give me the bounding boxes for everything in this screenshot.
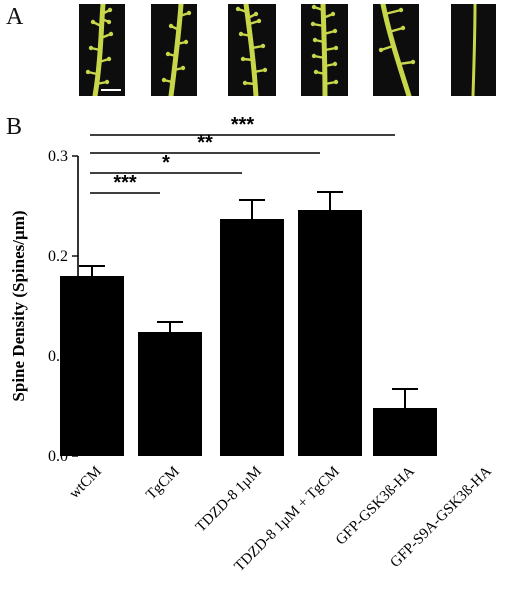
spine-head (186, 10, 192, 16)
spine-head (313, 69, 319, 75)
spine-head (240, 56, 246, 62)
micrograph-gfp-gsk3b-ha (373, 4, 419, 96)
significance-marker: *** (231, 114, 255, 136)
spine-head (378, 47, 384, 53)
spine-head (260, 43, 266, 49)
micrograph-wtcm (79, 4, 125, 96)
y-axis-label: Spine Density (Spines/µm) (9, 210, 28, 401)
spine-head (400, 25, 406, 31)
spine-head (238, 31, 244, 37)
micrograph-tdzd8 (228, 4, 276, 96)
spine-head (330, 11, 336, 17)
spine-head (398, 7, 404, 13)
y-tick-label: 0.3 (48, 148, 68, 165)
spine-head (106, 56, 112, 62)
bar-3 (298, 210, 362, 456)
spine-head (333, 45, 339, 51)
spine-head (256, 18, 262, 24)
significance-marker: *** (113, 172, 137, 194)
dendritic-spine (397, 60, 415, 66)
spine-head (235, 6, 241, 12)
spine-head (410, 59, 416, 65)
spine-head (311, 53, 317, 59)
spine-head (161, 77, 167, 83)
spine-head (253, 11, 259, 17)
spine-head (165, 51, 171, 57)
x-tick-label: wtCM (66, 464, 104, 502)
significance-marker: ** (197, 132, 213, 154)
bar-4 (373, 408, 437, 456)
spine-head (332, 61, 338, 67)
spine-head (310, 21, 316, 27)
bar-2 (220, 219, 284, 456)
x-tick-label: TgCM (143, 464, 183, 504)
micrograph-tgcm (151, 4, 197, 96)
spine-head (242, 80, 248, 86)
panel-b-label: B (6, 114, 23, 140)
spine-head (90, 19, 96, 25)
micrograph-gfp-s9a-gsk3b-ha (451, 4, 496, 96)
spine-head (88, 45, 94, 51)
dendrite-shaft (168, 4, 184, 96)
micrograph-tdzd8-tgcm (301, 4, 348, 96)
bar-1 (138, 332, 202, 456)
spine-head (332, 28, 338, 34)
spine-head (108, 31, 114, 37)
dendritic-spine (387, 26, 405, 34)
panel-a-label: A (6, 4, 24, 30)
bar-0 (60, 276, 124, 456)
spine-head (104, 79, 110, 85)
spine-head (183, 39, 189, 45)
spine-head (333, 79, 339, 85)
y-tick-label: 0.2 (48, 248, 68, 265)
spine-head (85, 69, 91, 75)
spine-head (312, 37, 318, 43)
spine-head (180, 65, 186, 71)
dendritic-spine (383, 8, 403, 16)
spine-head (168, 23, 174, 29)
spine-head (311, 4, 317, 10)
dendrite-shaft (92, 4, 106, 96)
dendrite-shaft (471, 4, 477, 96)
spine-head (107, 7, 113, 13)
significance-marker: * (162, 152, 170, 174)
spine-head (262, 67, 268, 73)
spine-head (106, 19, 112, 25)
x-tick-label: TDZD-8 1µM (193, 464, 265, 536)
x-tick-label: GFP-GSK3ß-HA (333, 463, 418, 548)
